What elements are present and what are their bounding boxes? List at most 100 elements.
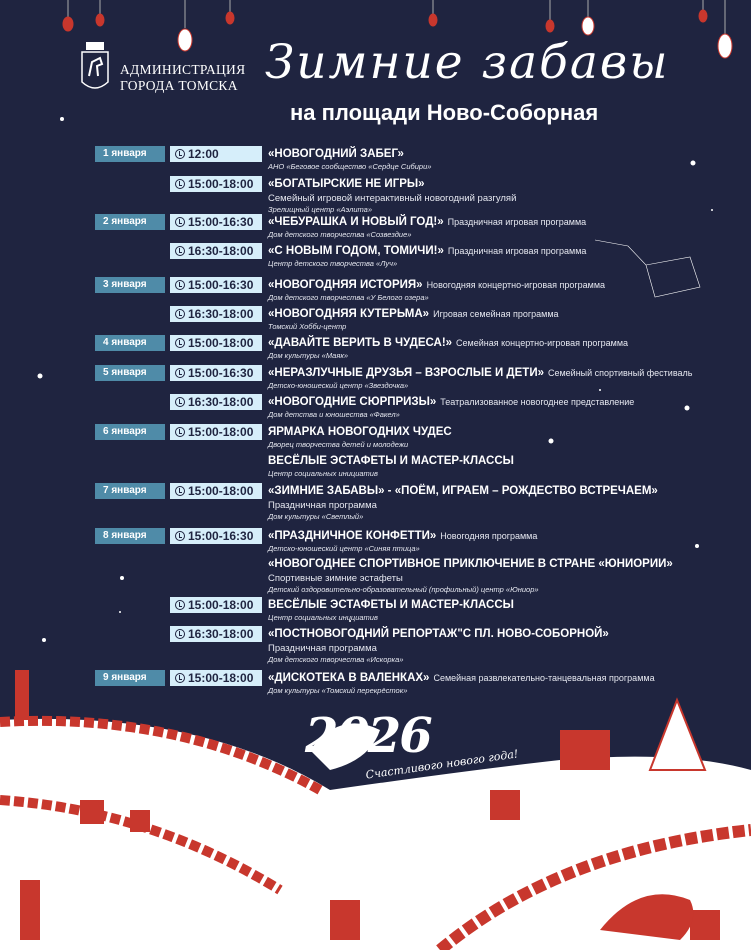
clock-icon [175, 673, 185, 683]
event-row: 6 января 15:00-18:00 ЯРМАРКА НОВОГОДНИХ ЧУ… [95, 424, 748, 449]
event-info: «НОВОГОДНИЕ СЮРПРИЗЫ» Театрализованное но… [268, 394, 748, 420]
event-organizer: Дом детского творчества «Созвездие» [268, 230, 412, 239]
clock-icon [175, 149, 185, 159]
event-info: «НОВОГОДНЯЯ ИСТОРИЯ» Новогодняя концертно… [268, 277, 748, 303]
date-badge: 2 января [95, 214, 165, 230]
event-row: 1 января 12:00 «НОВОГОДНИЙ ЗАБЕГ» АНО «Бего… [95, 146, 745, 171]
constellation [594, 239, 701, 298]
time-badge: 12:00 [170, 146, 262, 162]
time-text: 12:00 [188, 147, 219, 161]
date-badge: 9 января [95, 670, 165, 686]
event-organizer: Дворец творчества детей и молодежи [268, 440, 409, 449]
event-organizer: Томский Хобби-центр [268, 322, 347, 331]
event-info: «ЗИМНИЕ ЗАБАВЫ» - «ПОЁМ, ИГРАЕМ – РОЖДЕС… [268, 483, 748, 522]
horse-icon [310, 723, 380, 770]
folk-illustration [0, 670, 751, 950]
event-title-text: «НОВОГОДНЕЕ СПОРТИВНОЕ ПРИКЛЮЧЕНИЕ В СТР… [268, 558, 673, 570]
event-description: Игровая семейная программа [433, 309, 559, 319]
event-row: 16:30-18:00 «НОВОГОДНИЕ СЮРПРИЗЫ» Театрали… [95, 394, 745, 419]
date-badge: 7 января [95, 483, 165, 499]
event-info: ВЕСЁЛЫЕ ЭСТАФЕТЫ И МАСТЕР-КЛАССЫ Центр со… [268, 597, 748, 623]
event-row: 16:30-18:00 «НОВОГОДНЯЯ КУТЕРЬМА» Игровая … [95, 306, 745, 331]
event-row: 16:30-18:00 «ПОСТНОВОГОДНИЙ РЕПОРТАЖ"С ПЛ… [95, 626, 748, 664]
date-badge: 8 января [95, 528, 165, 544]
event-title: «БОГАТЫРСКИЕ НЕ ИГРЫ» [268, 176, 748, 192]
event-description: Праздничная игровая программа [447, 246, 587, 256]
event-organizer: АНО «Беговое сообщество «Сердце Сибири» [268, 162, 432, 171]
time-badge: 15:00-16:30 [170, 214, 262, 230]
clock-icon [175, 179, 185, 189]
event-description: Праздничная игровая программа [447, 217, 587, 227]
event-info: «ЧЕБУРАШКА И НОВЫЙ ГОД!» Праздничная игро… [268, 214, 748, 240]
event-info: «НОВОГОДНИЙ ЗАБЕГ» АНО «Беговое сообществ… [268, 146, 748, 172]
event-title: «НОВОГОДНЕЕ СПОРТИВНОЕ ПРИКЛЮЧЕНИЕ В СТР… [268, 556, 748, 572]
event-row: 15:00-18:00 ВЕСЁЛЫЕ ЭСТАФЕТЫ И МАСТЕР-КЛА… [95, 597, 745, 622]
event-title: «НЕРАЗЛУЧНЫЕ ДРУЗЬЯ – ВЗРОСЛЫЕ И ДЕТИ» Се… [268, 365, 748, 381]
clock-icon [175, 531, 185, 541]
event-row: 16:30-18:00 «С НОВЫМ ГОДОМ, ТОМИЧИ!» Празд… [95, 243, 748, 268]
star-icon [37, 117, 713, 642]
event-description: Семейный спортивный фестиваль [547, 368, 693, 378]
event-title-text: ВЕСЁЛЫЕ ЭСТАФЕТЫ И МАСТЕР-КЛАССЫ [268, 599, 514, 611]
event-organizer: Дом культуры «Томский перекрёсток» [268, 686, 408, 695]
clock-icon [175, 629, 185, 639]
page-subtitle: на площади Ново-Соборная [290, 100, 599, 125]
time-text: 15:00-16:30 [188, 529, 254, 543]
event-organizer: Детско-юношеский центр «Синяя птица» [268, 544, 420, 553]
event-row: 15:00-18:00 «БОГАТЫРСКИЕ НЕ ИГРЫ» Семейный… [95, 176, 745, 214]
time-text: 15:00-16:30 [188, 215, 254, 229]
event-title: ВЕСЁЛЫЕ ЭСТАФЕТЫ И МАСТЕР-КЛАССЫ [268, 597, 748, 613]
event-title-text: «НОВОГОДНЯЯ ИСТОРИЯ» [268, 279, 423, 291]
time-text: 15:00-18:00 [188, 598, 254, 612]
event-row: 2 января 15:00-16:30 «ЧЕБУРАШКА И НОВЫЙ ГО… [95, 214, 745, 239]
page-title: Зимние забавы [265, 35, 670, 90]
event-organizer: Центр детского творчества «Луч» [268, 259, 398, 268]
event-organizer: Центр социальных инициатив [268, 469, 378, 478]
event-info: «БОГАТЫРСКИЕ НЕ ИГРЫ» Семейный игровой ин… [268, 176, 748, 215]
event-title-text: «С НОВЫМ ГОДОМ, ТОМИЧИ!» [268, 245, 444, 257]
event-title-text: ЯРМАРКА НОВОГОДНИХ ЧУДЕС [268, 426, 452, 438]
event-organizer: Дом детского творчества «Искорка» [268, 655, 404, 664]
event-description: Театрализованное новогоднее представлени… [440, 397, 635, 407]
event-title-text: «ПРАЗДНИЧНОЕ КОНФЕТТИ» [268, 530, 437, 542]
event-title-text: «БОГАТЫРСКИЕ НЕ ИГРЫ» [268, 178, 425, 190]
time-badge: 15:00-18:00 [170, 176, 262, 192]
administration-name: АДМИНИСТРАЦИЯ ГОРОДА ТОМСКА [120, 62, 245, 94]
house-icon [15, 670, 720, 940]
time-text: 15:00-16:30 [188, 366, 254, 380]
event-title-text: «ДАВАЙТЕ ВЕРИТЬ В ЧУДЕСА!» [268, 337, 453, 349]
event-info: «НОВОГОДНЯЯ КУТЕРЬМА» Игровая семейная пр… [268, 306, 748, 332]
event-title: «ПРАЗДНИЧНОЕ КОНФЕТТИ» Новогодняя програм… [268, 528, 748, 544]
clock-icon [175, 338, 185, 348]
event-title: «ПОСТНОВОГОДНИЙ РЕПОРТАЖ"С ПЛ. НОВО-СОБО… [268, 626, 748, 642]
event-description: Семейная развлекательно-танцевальная про… [433, 673, 655, 683]
clock-icon [175, 427, 185, 437]
time-badge: 16:30-18:00 [170, 306, 262, 322]
event-description: Семейный игровой интерактивный новогодни… [268, 193, 517, 204]
event-title-text: «НОВОГОДНЯЯ КУТЕРЬМА» [268, 308, 430, 320]
event-title: «ДИСКОТЕКА В ВАЛЕНКАХ» Семейная развлекат… [268, 670, 748, 686]
event-description: Новогодняя программа [440, 531, 538, 541]
event-title: «ДАВАЙТЕ ВЕРИТЬ В ЧУДЕСА!» Семейная конце… [268, 335, 748, 351]
date-badge: 6 января [95, 424, 165, 440]
admin-line-2: ГОРОДА ТОМСКА [120, 78, 238, 93]
time-badge: 15:00-16:30 [170, 277, 262, 293]
event-title-text: ВЕСЁЛЫЕ ЭСТАФЕТЫ И МАСТЕР-КЛАССЫ [268, 455, 514, 467]
event-row: 4 января 15:00-18:00 «ДАВАЙТЕ ВЕРИТЬ В ЧУД… [95, 335, 748, 360]
time-badge: 15:00-16:30 [170, 528, 262, 544]
event-title: «С НОВЫМ ГОДОМ, ТОМИЧИ!» Праздничная игро… [268, 243, 748, 259]
event-description: Праздничная программа [268, 643, 377, 654]
clock-icon [175, 246, 185, 256]
clock-icon [175, 368, 185, 378]
date-badge: 4 января [95, 335, 165, 351]
clock-icon [175, 486, 185, 496]
year-2026: 2026 [305, 708, 433, 764]
coat-of-arms-logo [81, 42, 109, 89]
event-title: «НОВОГОДНИЕ СЮРПРИЗЫ» Театрализованное но… [268, 394, 748, 410]
event-title: ЯРМАРКА НОВОГОДНИХ ЧУДЕС [268, 424, 748, 440]
time-text: 16:30-18:00 [188, 627, 254, 641]
event-title: ВЕСЁЛЫЕ ЭСТАФЕТЫ И МАСТЕР-КЛАССЫ [268, 453, 748, 469]
event-organizer: Дом культуры «Светлый» [268, 512, 364, 521]
event-title-text: «НОВОГОДНИЕ СЮРПРИЗЫ» [268, 396, 437, 408]
